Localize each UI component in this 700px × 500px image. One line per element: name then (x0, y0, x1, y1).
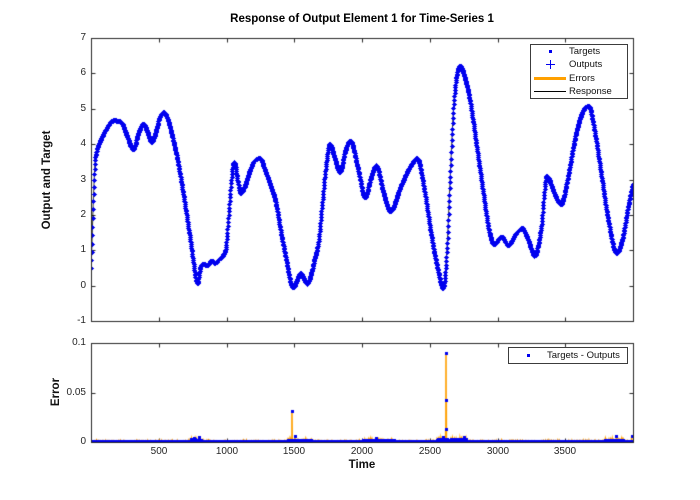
bottom-plot-y-tick-label: 0.1 (72, 337, 86, 348)
bottom-plot-y-tick-label: 0.05 (66, 387, 86, 398)
legend-bottom: Targets - Outputs (508, 347, 628, 364)
errors-line-marker-icon (531, 76, 569, 80)
legend-item-label: Targets - Outputs (547, 350, 620, 361)
legend-item-label: Targets (569, 46, 601, 58)
legend-item-label: Response (569, 85, 612, 97)
x-tick-label: 1500 (282, 446, 306, 457)
top-plot-y-tick-label: 0 (80, 280, 86, 291)
targets-dot-marker-icon (531, 50, 569, 54)
response-line-marker-icon (531, 90, 569, 92)
legend-item-targets-outputs: Targets - Outputs (509, 349, 627, 362)
x-axis-label-time: Time (348, 459, 376, 471)
x-tick-label: 3500 (553, 446, 577, 457)
top-plot-y-tick-label: 1 (80, 244, 86, 255)
x-tick-label: 2500 (418, 446, 442, 457)
legend-item-response: Response (531, 85, 627, 98)
legend-item-errors: Errors (531, 72, 627, 85)
legend-item-targets: Targets (531, 45, 627, 58)
chart-title: Response of Output Element 1 for Time-Se… (230, 13, 494, 25)
top-plot-y-tick-label: 3 (80, 174, 86, 185)
bottom-plot-y-tick-label: 0 (80, 436, 86, 447)
x-tick-label: 1000 (215, 446, 239, 457)
legend-top: Targets Outputs Errors Response (530, 44, 628, 99)
targets-outputs-dot-marker-icon (509, 354, 547, 357)
top-plot-y-tick-label: 2 (80, 209, 86, 220)
top-plot-y-tick-label: 7 (80, 32, 86, 43)
x-tick-label: 3000 (486, 446, 510, 457)
top-plot-y-tick-label: 4 (80, 138, 86, 149)
legend-item-outputs: Outputs (531, 58, 627, 71)
top-plot-y-tick-label: -1 (77, 315, 86, 326)
top-plot-y-tick-label: 5 (80, 103, 86, 114)
legend-item-label: Outputs (569, 59, 603, 71)
outputs-plus-marker-icon (531, 60, 569, 70)
x-tick-label: 500 (150, 446, 168, 457)
legend-item-label: Errors (569, 72, 595, 84)
top-plot-y-tick-label: 6 (80, 67, 86, 78)
x-tick-label: 2000 (350, 446, 374, 457)
